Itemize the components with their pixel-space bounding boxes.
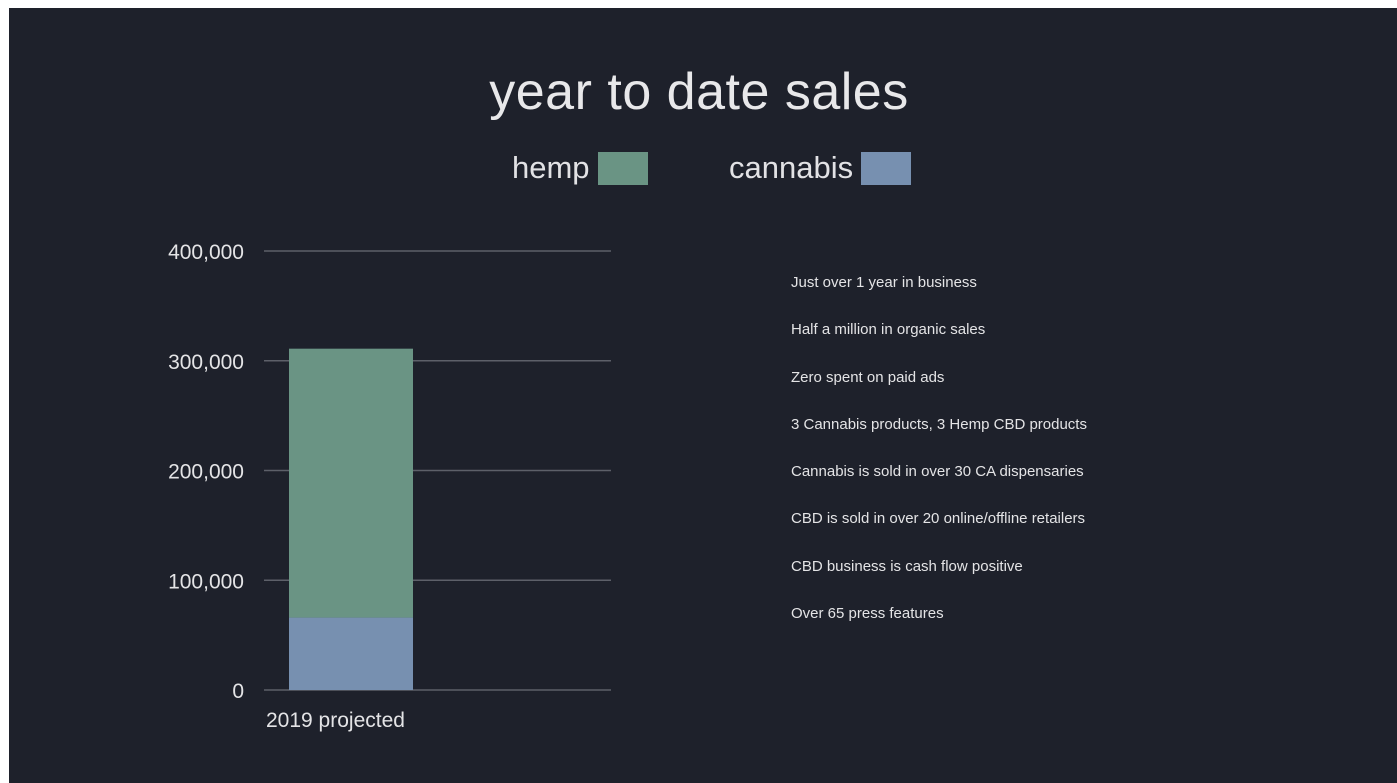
y-tick-label: 400,000 bbox=[168, 241, 244, 264]
legend-swatch-hemp bbox=[597, 151, 648, 185]
legend-item-hemp: hemp bbox=[512, 146, 648, 190]
legend-label-hemp: hemp bbox=[512, 150, 590, 185]
chart-title: year to date sales bbox=[489, 63, 909, 121]
highlights-list: Just over 1 year in business Half a milli… bbox=[791, 270, 1351, 648]
highlight-item: Over 65 press features bbox=[791, 605, 944, 623]
legend-label-cannabis: cannabis bbox=[729, 150, 854, 185]
highlight-item: CBD is sold in over 20 online/offline re… bbox=[791, 510, 1086, 528]
x-category-label: 2019 projected bbox=[266, 709, 405, 732]
chart-legend: hemp cannabis bbox=[9, 146, 1389, 190]
bar-cannabis bbox=[289, 617, 413, 690]
y-tick-label: 100,000 bbox=[168, 570, 244, 593]
highlight-item: Just over 1 year in business bbox=[791, 274, 977, 291]
y-tick-label: 200,000 bbox=[168, 461, 244, 484]
highlight-item: 3 Cannabis products, 3 Hemp CBD products bbox=[791, 415, 1087, 433]
slide: year to date sales hemp cannabis 0 100,00… bbox=[9, 8, 1397, 783]
legend-swatch-cannabis bbox=[861, 151, 912, 185]
highlight-item: Cannabis is sold in over 30 CA dispensar… bbox=[791, 463, 1084, 481]
bar-chart: 0 100,000 200,000 300,000 400,000 2019 projec… bbox=[168, 241, 611, 732]
legend-item-cannabis: cannabis bbox=[729, 146, 912, 190]
highlight-item: CBD business is cash flow positive bbox=[791, 557, 1023, 575]
y-tick-label: 300,000 bbox=[168, 351, 244, 374]
highlight-item: Half a million in organic sales bbox=[791, 321, 986, 339]
highlight-item: Zero spent on paid ads bbox=[791, 368, 945, 386]
y-tick-label: 0 bbox=[232, 680, 244, 703]
bar-hemp bbox=[289, 348, 413, 618]
